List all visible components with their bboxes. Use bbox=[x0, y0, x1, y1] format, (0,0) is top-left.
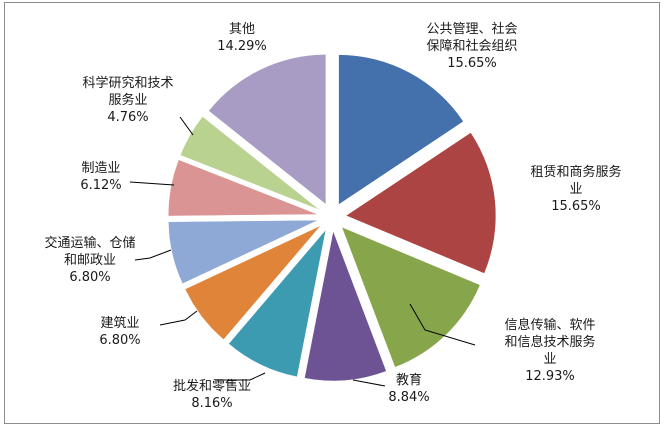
leader-line-4 bbox=[215, 372, 266, 381]
leader-line-7 bbox=[129, 181, 175, 186]
pie-slice-6 bbox=[168, 219, 319, 285]
slice-category-line: 科学研究和技术 bbox=[82, 75, 173, 91]
slice-category-line: 交通运输、仓储 bbox=[44, 235, 135, 251]
leader-line-8 bbox=[179, 116, 194, 136]
slice-category-line: 其他 bbox=[229, 22, 255, 37]
slice-label-3: 教育 8.84% bbox=[388, 372, 429, 405]
labels-layer: 公共管理、社会保障和社会组织 15.65%租赁和商务服务业 15.65%信息传输、软… bbox=[44, 21, 621, 411]
leader-line-6 bbox=[134, 249, 172, 261]
leader-line-2 bbox=[409, 303, 476, 346]
slice-percent: 6.12% bbox=[80, 178, 121, 193]
slice-label-7: 制造业 6.12% bbox=[80, 161, 121, 193]
slice-label-9: 其他 14.29% bbox=[217, 22, 267, 54]
slice-category-line: 制造业 bbox=[81, 161, 120, 176]
slice-category-line: 服务业 bbox=[108, 92, 147, 108]
slice-label-1: 租赁和商务服务业 15.65% bbox=[530, 164, 621, 214]
slice-category-line: 建筑业 bbox=[100, 315, 139, 331]
pie-slice-1 bbox=[345, 132, 497, 274]
pie-slice-3 bbox=[304, 230, 387, 382]
slice-category-line: 批发和零售业 bbox=[173, 378, 251, 394]
slice-category-line: 和邮政业 bbox=[64, 253, 116, 268]
slice-category-line: 业 bbox=[569, 182, 582, 197]
pie-slice-0 bbox=[338, 54, 464, 206]
slice-category-line: 保障和社会组织 bbox=[426, 38, 517, 54]
slice-label-2: 信息传输、软件和信息技术服务业 12.93% bbox=[504, 317, 595, 384]
slice-label-4: 批发和零售业 8.16% bbox=[173, 378, 251, 411]
slice-category-line: 和信息技术服务 bbox=[504, 334, 595, 350]
slice-label-6: 交通运输、仓储和邮政业 6.80% bbox=[44, 235, 135, 285]
leaders-layer bbox=[129, 116, 476, 387]
slice-percent: 15.65% bbox=[447, 56, 497, 71]
slice-label-5: 建筑业 6.80% bbox=[99, 315, 140, 348]
pie-slice-4 bbox=[228, 228, 327, 378]
slices-layer bbox=[167, 54, 497, 382]
slice-label-0: 公共管理、社会保障和社会组织 15.65% bbox=[426, 21, 517, 71]
slice-percent: 6.80% bbox=[69, 270, 110, 285]
pie-slice-8 bbox=[179, 116, 321, 211]
slice-percent: 6.80% bbox=[99, 333, 140, 348]
slice-percent: 14.29% bbox=[217, 39, 267, 54]
slice-category-line: 业 bbox=[543, 352, 556, 367]
pie-slice-7 bbox=[167, 159, 319, 217]
leader-line-3 bbox=[352, 379, 386, 387]
pie-slice-9 bbox=[208, 54, 327, 205]
slice-label-8: 科学研究和技术服务业 4.76% bbox=[82, 75, 173, 125]
slice-percent: 4.76% bbox=[107, 110, 148, 125]
slice-percent: 8.84% bbox=[388, 390, 429, 405]
pie-slice-2 bbox=[341, 226, 481, 368]
slice-percent: 8.16% bbox=[191, 396, 232, 411]
pie-slice-5 bbox=[184, 225, 322, 341]
slice-category-line: 教育 bbox=[396, 372, 422, 388]
slice-category-line: 租赁和商务服务 bbox=[530, 164, 621, 180]
slice-category-line: 信息传输、软件 bbox=[504, 317, 595, 333]
slice-category-line: 公共管理、社会 bbox=[426, 21, 517, 37]
leader-line-5 bbox=[159, 310, 198, 326]
slice-percent: 15.65% bbox=[551, 199, 601, 214]
slice-percent: 12.93% bbox=[525, 369, 575, 384]
